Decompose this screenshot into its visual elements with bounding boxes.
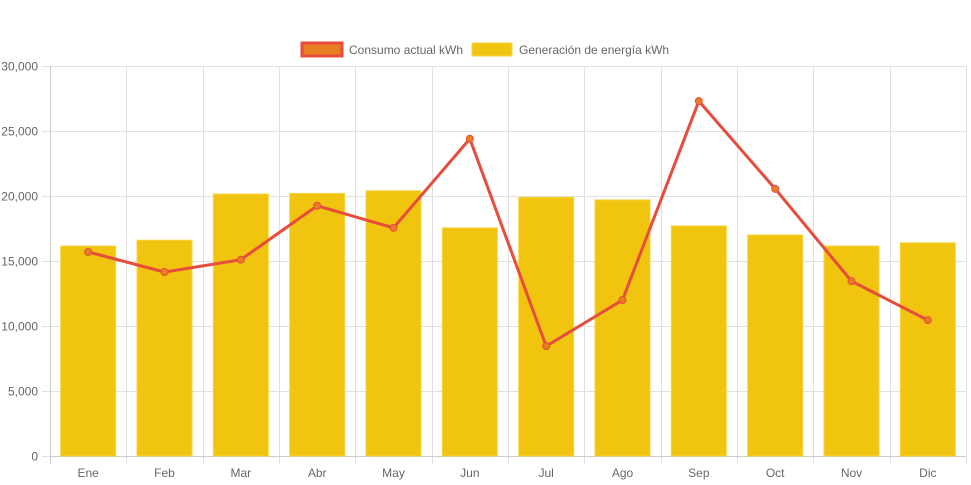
point-nov (847, 277, 856, 286)
legend-swatch-consumo (300, 41, 344, 58)
bar-abr (289, 192, 346, 457)
y-tick-label: 20,000 (1, 190, 38, 204)
y-tick-label: 30,000 (1, 60, 38, 74)
point-sep (694, 97, 703, 106)
y-axis: 0 5,000 10,000 15,000 20,000 25,000 30,000 (1, 60, 38, 464)
x-tick-label: Jun (460, 466, 479, 480)
bar-jun (441, 227, 498, 457)
legend-item-consumo[interactable]: Consumo actual kWh (300, 41, 463, 58)
legend-label-generacion: Generación de energía kWh (519, 43, 669, 57)
x-tick-label: Ago (612, 466, 634, 480)
bar-ago (594, 199, 651, 457)
bar-ene (60, 245, 117, 457)
point-feb (160, 268, 169, 277)
legend-item-generacion[interactable]: Generación de energía kWh (471, 42, 669, 57)
bar-dic (899, 242, 956, 457)
x-tick-label: Mar (230, 466, 251, 480)
x-tick-label: May (382, 466, 405, 480)
point-dic (923, 316, 932, 325)
bar-feb (136, 239, 193, 457)
point-abr (313, 201, 322, 210)
y-tick-label: 15,000 (1, 255, 38, 269)
y-tick-label: 25,000 (1, 125, 38, 139)
point-ene (84, 247, 93, 256)
x-tick-label: Jul (538, 466, 553, 480)
line-series-consumo (84, 97, 932, 351)
point-ago (618, 296, 627, 304)
y-tick-label: 0 (31, 450, 38, 464)
point-jul (542, 342, 551, 351)
grid (42, 66, 967, 464)
bar-jul (518, 196, 575, 457)
consumo-line (87, 98, 929, 349)
bar-nov (823, 245, 880, 457)
bar-may (365, 190, 422, 457)
x-tick-label: Dic (919, 466, 936, 480)
x-tick-label: Sep (688, 466, 710, 480)
legend: Consumo actual kWh Generación de energía… (300, 41, 669, 58)
x-axis: Ene Feb Mar Abr May Jun Jul Ago Sep Oct Nov Dic (50, 456, 966, 480)
legend-swatch-generacion (471, 42, 513, 57)
x-tick-label: Oct (766, 466, 785, 480)
x-tick-label: Ene (77, 466, 99, 480)
x-tick-label: Feb (154, 466, 175, 480)
point-may (389, 223, 398, 232)
point-mar (236, 255, 245, 264)
bar-series-generacion (60, 190, 956, 457)
bar-sep (670, 225, 727, 457)
point-jun (465, 134, 474, 143)
bar-oct (747, 234, 804, 457)
y-tick-label: 5,000 (8, 385, 38, 399)
bar-mar (212, 193, 269, 457)
x-tick-label: Nov (841, 466, 862, 480)
y-tick-label: 10,000 (1, 320, 38, 334)
x-tick-label: Abr (308, 466, 327, 480)
legend-label-consumo: Consumo actual kWh (349, 43, 463, 57)
point-oct (771, 184, 780, 193)
